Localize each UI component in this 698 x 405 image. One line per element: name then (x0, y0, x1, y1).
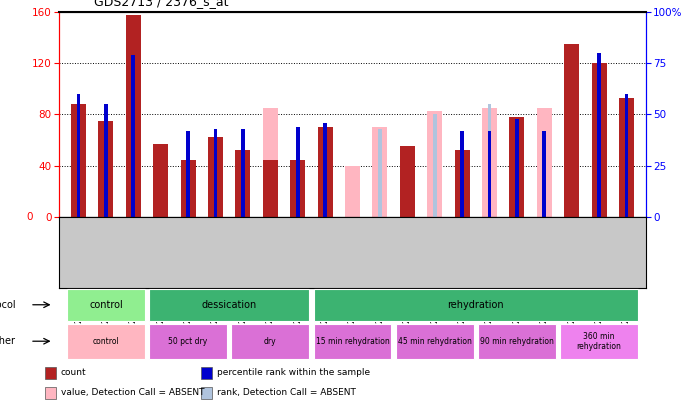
Bar (214, 129, 217, 217)
Bar (98, 121, 114, 217)
Bar (619, 98, 634, 217)
Bar (241, 129, 245, 217)
Text: 0: 0 (27, 212, 33, 222)
Text: count: count (61, 368, 87, 377)
Text: 360 min
rehydration: 360 min rehydration (577, 332, 621, 351)
Text: control: control (89, 300, 123, 310)
Bar (153, 144, 168, 217)
Bar (77, 94, 80, 217)
Bar (345, 166, 360, 217)
Bar (202, 387, 212, 399)
Bar (560, 324, 638, 359)
Bar (427, 111, 443, 217)
Bar (67, 324, 144, 359)
Bar (400, 146, 415, 217)
Bar (597, 53, 601, 217)
Bar (482, 108, 497, 217)
Bar (396, 324, 473, 359)
Bar (318, 127, 333, 217)
Bar (372, 127, 387, 217)
Bar (45, 367, 56, 379)
Text: 50 pct dry: 50 pct dry (168, 337, 208, 346)
Bar (488, 131, 491, 217)
Bar (454, 150, 470, 217)
Text: dessication: dessication (202, 300, 257, 310)
Text: 15 min rehydration: 15 min rehydration (315, 337, 389, 346)
Bar (542, 131, 546, 217)
Bar (460, 131, 464, 217)
Bar (181, 160, 195, 217)
Bar (262, 108, 278, 217)
Bar (323, 123, 327, 217)
Text: rank, Detection Call = ABSENT: rank, Detection Call = ABSENT (217, 388, 356, 397)
Bar (235, 150, 251, 217)
Text: other: other (0, 336, 15, 346)
Bar (313, 324, 392, 359)
Bar (290, 160, 305, 217)
Bar (625, 94, 628, 217)
Text: 45 min rehydration: 45 min rehydration (398, 337, 472, 346)
Bar (232, 324, 309, 359)
Bar (208, 137, 223, 217)
Bar (313, 289, 638, 321)
Text: 90 min rehydration: 90 min rehydration (480, 337, 554, 346)
Bar (537, 108, 552, 217)
Bar (202, 367, 212, 379)
Text: protocol: protocol (0, 300, 15, 310)
Bar (186, 131, 190, 217)
Bar (433, 115, 436, 217)
Bar (296, 127, 299, 217)
Text: rehydration: rehydration (447, 300, 504, 310)
Bar (104, 104, 107, 217)
Bar (67, 289, 144, 321)
Bar (149, 324, 227, 359)
Bar (149, 289, 309, 321)
Bar (591, 63, 607, 217)
Bar (564, 44, 579, 217)
Bar (71, 104, 86, 217)
Bar (262, 160, 278, 217)
Bar (378, 129, 382, 217)
Text: GDS2713 / 2376_s_at: GDS2713 / 2376_s_at (94, 0, 229, 8)
Bar (131, 55, 135, 217)
Bar (45, 387, 56, 399)
Text: dry: dry (264, 337, 276, 346)
Bar (515, 119, 519, 217)
Bar (488, 104, 491, 217)
Bar (126, 15, 141, 217)
Text: percentile rank within the sample: percentile rank within the sample (217, 368, 370, 377)
Text: value, Detection Call = ABSENT: value, Detection Call = ABSENT (61, 388, 205, 397)
Bar (510, 117, 524, 217)
Bar (478, 324, 556, 359)
Text: control: control (93, 337, 119, 346)
